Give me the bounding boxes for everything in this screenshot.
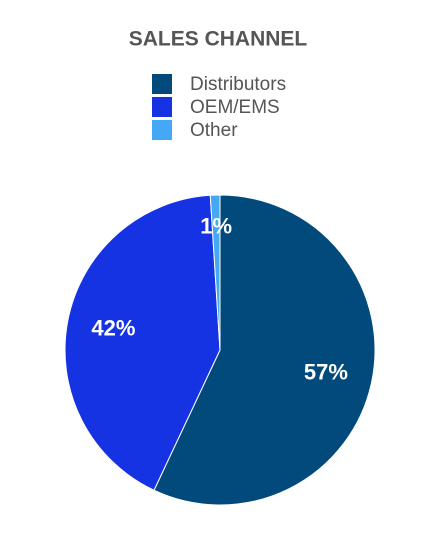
legend-label: OEM/EMS [190,97,280,118]
data-label: 57% [304,359,348,384]
pie-slice [153,194,376,506]
pie-slice [209,194,221,351]
legend-swatch [152,97,172,117]
pie-slice [64,194,221,491]
legend-swatch [152,74,172,94]
data-label: 1% [200,213,232,238]
legend-label: Other [190,120,238,141]
chart-title: SALES CHANNEL [129,28,308,51]
legend-swatch [152,120,172,140]
data-label: 42% [91,315,135,340]
legend-label: Distributors [190,74,286,95]
